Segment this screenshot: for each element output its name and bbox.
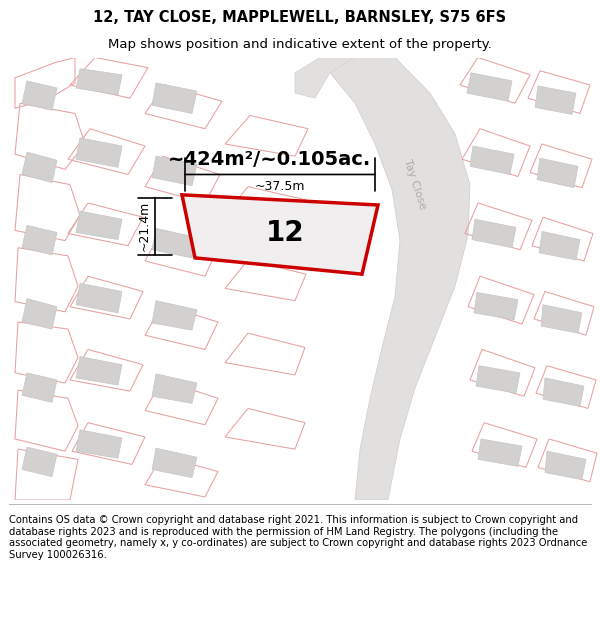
Polygon shape xyxy=(467,72,512,101)
Polygon shape xyxy=(76,138,122,168)
Text: ~37.5m: ~37.5m xyxy=(255,179,305,192)
Polygon shape xyxy=(320,58,470,500)
Polygon shape xyxy=(535,86,576,114)
Polygon shape xyxy=(22,447,57,477)
Polygon shape xyxy=(539,231,580,260)
Polygon shape xyxy=(472,219,516,248)
Polygon shape xyxy=(478,439,522,466)
Text: ~21.4m: ~21.4m xyxy=(138,201,151,251)
Polygon shape xyxy=(152,374,197,403)
Polygon shape xyxy=(76,357,122,385)
Polygon shape xyxy=(545,451,586,479)
Polygon shape xyxy=(152,448,197,478)
Polygon shape xyxy=(22,81,57,111)
Text: ~424m²/~0.105ac.: ~424m²/~0.105ac. xyxy=(169,150,371,169)
Polygon shape xyxy=(182,195,378,274)
Polygon shape xyxy=(152,156,197,186)
Text: 12, TAY CLOSE, MAPPLEWELL, BARNSLEY, S75 6FS: 12, TAY CLOSE, MAPPLEWELL, BARNSLEY, S75… xyxy=(94,10,506,25)
Polygon shape xyxy=(76,69,122,95)
Polygon shape xyxy=(152,83,197,114)
Text: Map shows position and indicative extent of the property.: Map shows position and indicative extent… xyxy=(108,38,492,51)
Polygon shape xyxy=(152,301,197,330)
Polygon shape xyxy=(76,283,122,313)
Text: 12: 12 xyxy=(266,219,304,248)
Polygon shape xyxy=(295,58,355,98)
Text: Tay Close: Tay Close xyxy=(402,158,428,211)
Polygon shape xyxy=(22,299,57,329)
Polygon shape xyxy=(541,305,582,333)
Polygon shape xyxy=(474,292,518,320)
Polygon shape xyxy=(470,146,514,174)
Polygon shape xyxy=(22,226,57,255)
Polygon shape xyxy=(537,158,578,188)
Polygon shape xyxy=(22,152,57,182)
Polygon shape xyxy=(76,211,122,239)
Text: Contains OS data © Crown copyright and database right 2021. This information is : Contains OS data © Crown copyright and d… xyxy=(9,515,587,560)
Polygon shape xyxy=(22,373,57,402)
Polygon shape xyxy=(543,378,584,406)
Polygon shape xyxy=(476,366,520,393)
Polygon shape xyxy=(152,228,197,258)
Polygon shape xyxy=(76,430,122,458)
